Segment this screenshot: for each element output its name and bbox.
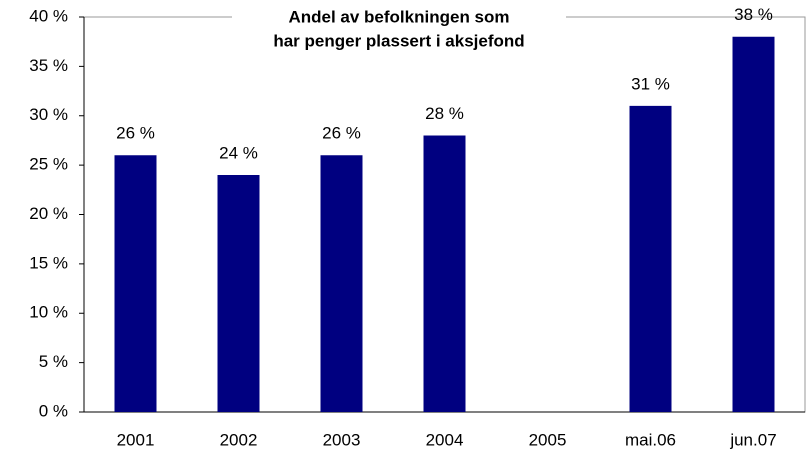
chart-title: Andel av befolkningen som <box>288 7 509 26</box>
y-tick-label: 0 % <box>39 401 68 420</box>
bar <box>629 105 672 412</box>
bar <box>217 175 260 412</box>
chart-title: har penger plassert i aksjefond <box>273 31 524 50</box>
x-tick-label: 2004 <box>426 430 464 449</box>
y-tick-label: 5 % <box>39 352 68 371</box>
value-label: 26 % <box>322 124 361 143</box>
x-tick-label: mai.06 <box>625 430 676 449</box>
title-box <box>232 4 566 56</box>
bar <box>114 155 157 412</box>
y-tick-label: 40 % <box>29 6 68 25</box>
y-tick-label: 20 % <box>29 204 68 223</box>
value-label: 28 % <box>425 104 464 123</box>
y-tick-label: 10 % <box>29 303 68 322</box>
x-tick-label: jun.07 <box>729 430 776 449</box>
y-tick-label: 15 % <box>29 253 68 272</box>
y-tick-label: 35 % <box>29 56 68 75</box>
x-tick-label: 2002 <box>220 430 258 449</box>
value-label: 38 % <box>734 5 773 24</box>
bar <box>423 135 466 412</box>
value-label: 26 % <box>116 124 155 143</box>
value-label: 24 % <box>219 143 258 162</box>
y-tick-label: 30 % <box>29 105 68 124</box>
y-tick-label: 25 % <box>29 155 68 174</box>
x-tick-label: 2005 <box>529 430 567 449</box>
value-label: 31 % <box>631 74 670 93</box>
x-tick-label: 2001 <box>117 430 155 449</box>
bar <box>732 36 775 412</box>
bar <box>320 155 363 412</box>
x-tick-label: 2003 <box>323 430 361 449</box>
